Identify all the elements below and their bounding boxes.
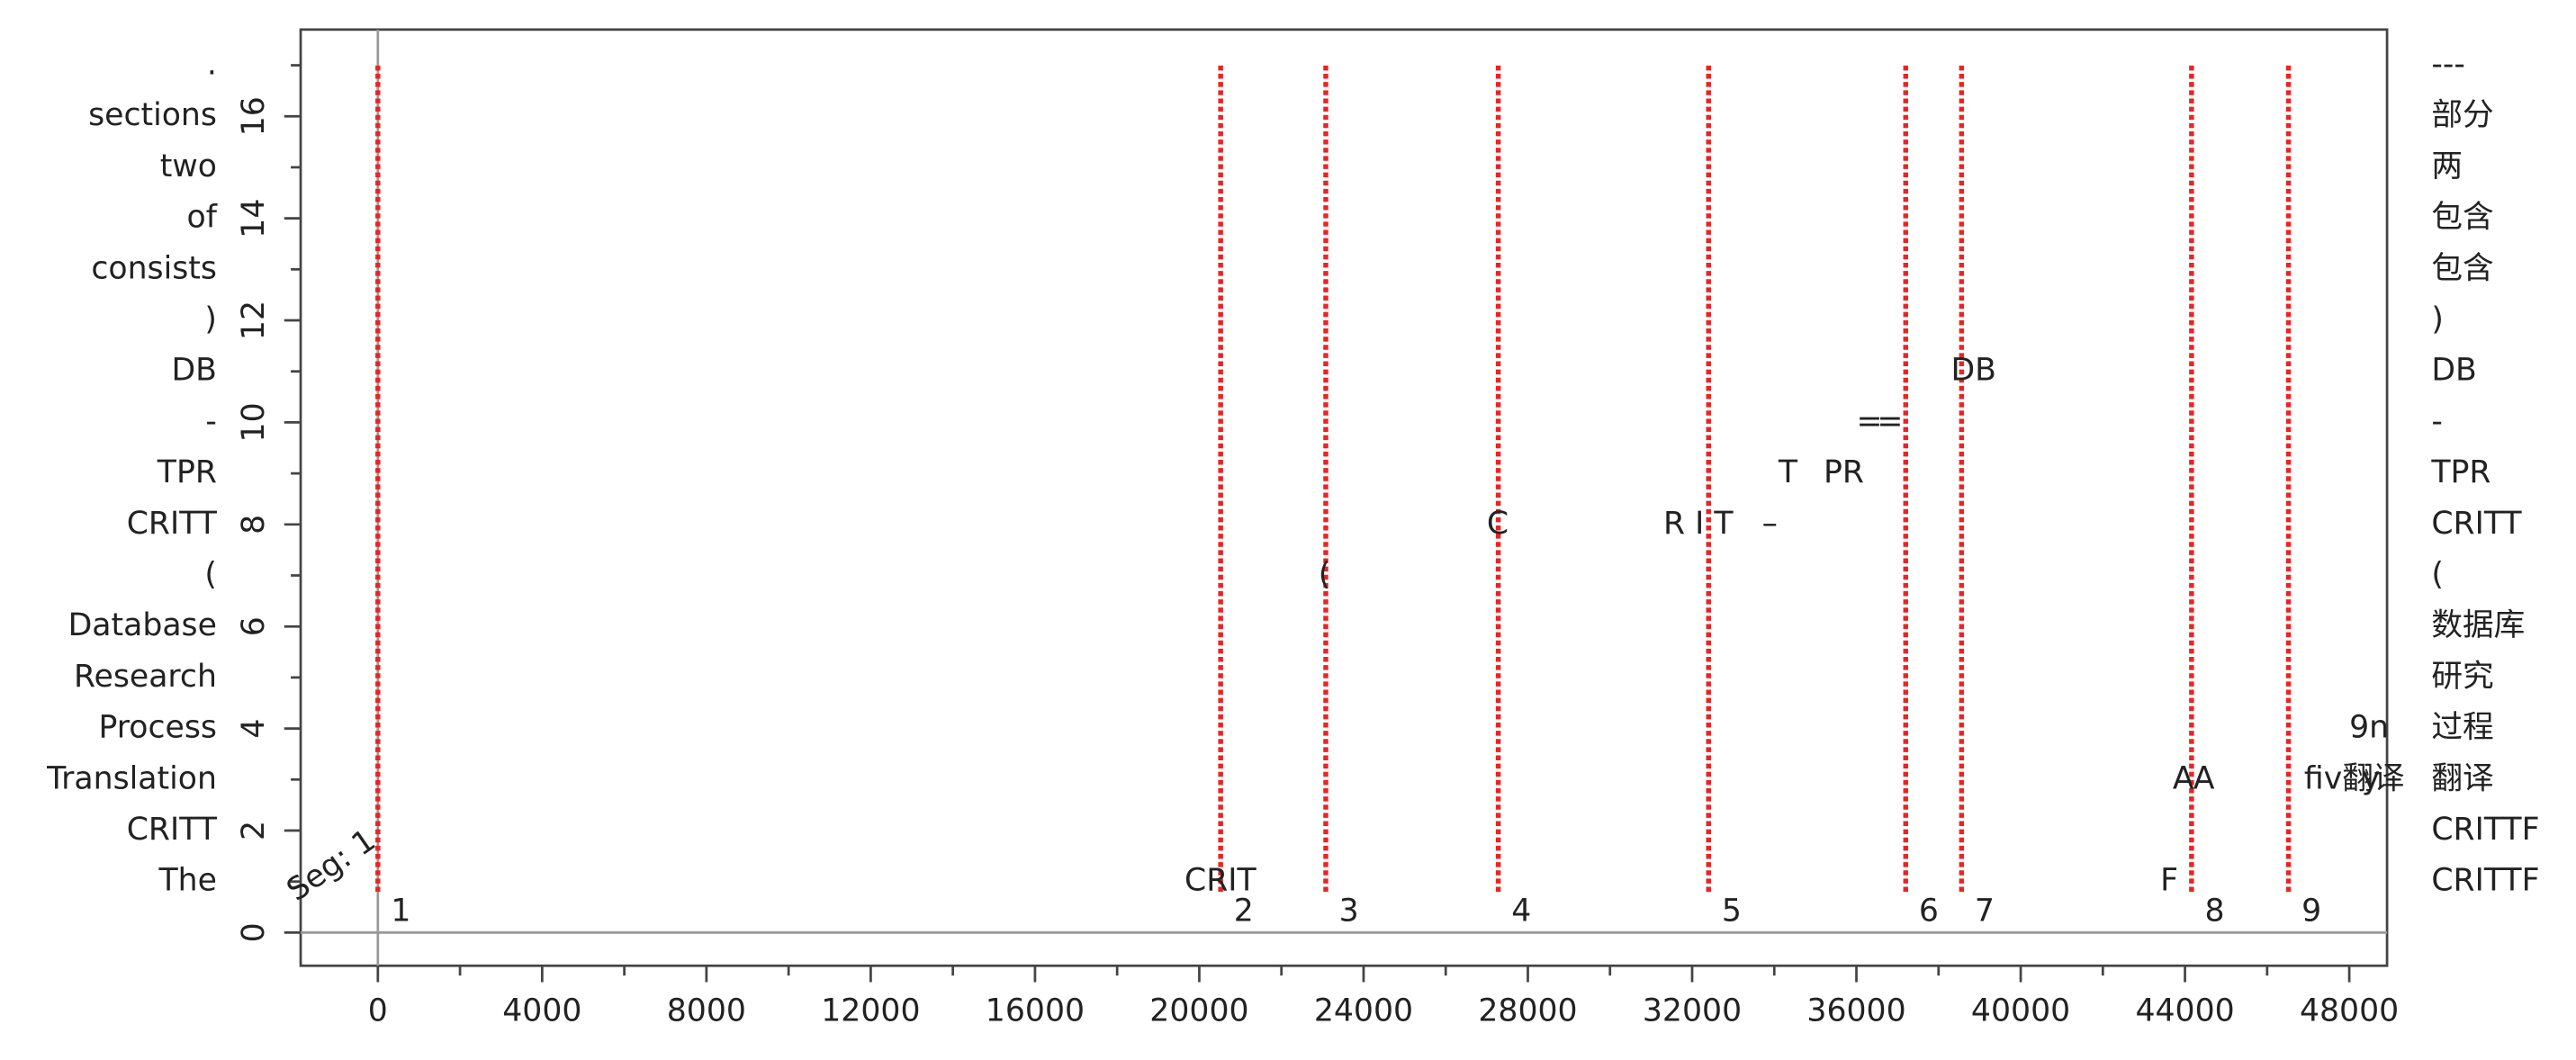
- y-tick-label: 2: [236, 821, 272, 840]
- keystroke: C: [1487, 506, 1509, 542]
- source-token: ): [204, 301, 217, 337]
- x-tick-label: 0: [368, 993, 388, 1029]
- x-tick-label: 24000: [1314, 993, 1413, 1029]
- source-token: CRITT: [127, 812, 218, 848]
- source-token: two: [160, 148, 217, 184]
- target-token: DB: [2431, 353, 2476, 389]
- x-tick-label: 48000: [2300, 993, 2399, 1029]
- segment-label: 6: [1919, 894, 1939, 930]
- target-token: (: [2431, 557, 2444, 593]
- source-token: The: [158, 863, 216, 899]
- target-token: -: [2431, 403, 2443, 439]
- source-token: TPR: [157, 454, 217, 490]
- x-tick-label: 20000: [1149, 993, 1248, 1029]
- segment-label: 9: [2301, 894, 2321, 930]
- target-token: 研究: [2431, 659, 2493, 695]
- source-token: sections: [88, 97, 217, 133]
- x-tick-label: 36000: [1806, 993, 1905, 1029]
- target-token: 两: [2431, 148, 2463, 184]
- target-token: CRITTF: [2431, 812, 2539, 848]
- target-token: CRITTF: [2431, 863, 2539, 899]
- source-token: Process: [98, 710, 216, 746]
- x-tick-label: 12000: [821, 993, 920, 1029]
- keystroke: =: [1857, 403, 1883, 439]
- keystroke: CRIT: [1184, 863, 1256, 899]
- target-token: 过程: [2431, 710, 2493, 746]
- y-tick-label: 14: [236, 199, 272, 238]
- keystroke: –: [1762, 506, 1778, 542]
- segment-label: 2: [1234, 894, 1254, 930]
- segment-annotation: Seg: 1: [281, 822, 383, 909]
- target-token: TPR: [2430, 454, 2490, 490]
- x-tick-label: 4000: [502, 993, 581, 1029]
- x-tick-label: 44000: [2135, 993, 2234, 1029]
- keystroke: F: [2160, 863, 2178, 899]
- target-token: 包含: [2431, 250, 2493, 286]
- source-token: (: [204, 557, 217, 593]
- x-tick-label: 40000: [1971, 993, 2070, 1029]
- source-token: DB: [171, 353, 216, 389]
- source-token: Translation: [46, 760, 217, 796]
- source-token: CRITT: [127, 506, 218, 542]
- x-tick-label: 16000: [986, 993, 1085, 1029]
- target-token: 数据库: [2431, 607, 2525, 643]
- source-token: .: [207, 47, 217, 83]
- source-token: -: [205, 403, 217, 439]
- keystroke: A: [2193, 760, 2215, 796]
- y-tick-label: 6: [236, 616, 272, 636]
- source-token: of: [187, 200, 218, 236]
- source-token: consists: [91, 250, 217, 286]
- segment-label: 1: [391, 894, 410, 930]
- y-tick-label: 16: [236, 96, 272, 136]
- segment-label: 3: [1339, 894, 1359, 930]
- plot-frame: [299, 28, 2389, 967]
- keystroke: A: [2173, 760, 2194, 796]
- target-token: 部分: [2431, 97, 2493, 133]
- y-tick-label: 0: [236, 922, 272, 942]
- keystroke: =: [1877, 403, 1903, 439]
- y-tick-label: 8: [236, 515, 272, 534]
- y-tick-label: 12: [236, 301, 272, 340]
- x-tick-label: 32000: [1643, 993, 1742, 1029]
- keystroke: R I T: [1663, 506, 1734, 542]
- keystroke: PR: [1824, 454, 1864, 490]
- keystroke: 9n: [2349, 710, 2389, 746]
- source-token: Research: [74, 659, 217, 695]
- keystroke: fiv翻译: [2304, 760, 2405, 796]
- keystroke: y: [2362, 760, 2381, 796]
- segment-label: 5: [1722, 894, 1742, 930]
- x-tick-label: 28000: [1478, 993, 1577, 1029]
- source-token: Database: [68, 607, 217, 643]
- keystroke: DB: [1950, 353, 1995, 389]
- target-token: CRITT: [2431, 506, 2522, 542]
- y-tick-label: 10: [236, 402, 272, 442]
- segment-label: 7: [1975, 894, 1995, 930]
- target-token: 包含: [2431, 200, 2493, 236]
- target-token: ): [2431, 301, 2444, 337]
- segment-label: 8: [2204, 894, 2224, 930]
- target-token: ---: [2431, 47, 2465, 83]
- target-token: 翻译: [2431, 760, 2493, 796]
- keystroke: (: [1319, 557, 1331, 593]
- keystroke: T: [1778, 454, 1798, 490]
- segment-label: 4: [1511, 894, 1531, 930]
- y-tick-label: 4: [236, 719, 272, 739]
- x-tick-label: 8000: [667, 993, 746, 1029]
